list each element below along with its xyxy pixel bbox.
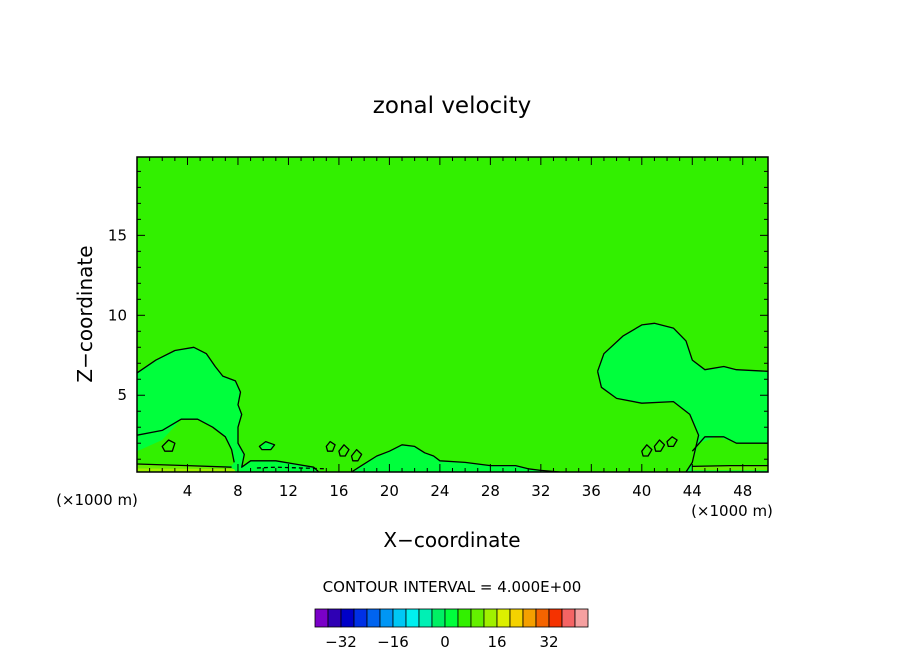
contour-line-3 [351,444,560,472]
contour-line-12 [653,439,666,452]
contour-line-8 [325,440,336,452]
x-tick-label: 40 [632,482,651,500]
x-axis: 4 8 12 16 20 24 28 32 36 40 44 48 [149,157,756,500]
y-tick-label: 15 [108,226,127,244]
x-tick-label: 8 [233,482,243,500]
colorbar-tick-label: 32 [539,633,558,651]
plot-background [137,157,768,472]
contour-line-9 [338,444,350,457]
colorbar-tick-label: −32 [325,633,357,651]
contour-line-4 [137,418,235,463]
y-axis: 5 10 15 [108,170,768,460]
contour-line-6 [258,440,276,451]
x-axis-label: X−coordinate [383,528,520,552]
colorbar-tick-label: −16 [377,633,409,651]
contour-line-13 [666,436,678,448]
contour-region-3 [351,444,560,472]
filled-contour-regions [137,323,768,472]
colorbar-swatch [496,608,511,628]
contour-line-10 [350,448,363,462]
colorbar-tick-label: 0 [440,633,450,651]
colorbar-swatch [379,608,394,628]
contour-line-5 [691,436,768,452]
plot-area [136,156,769,473]
colorbar-swatch [366,608,381,628]
contour-line-2 [596,371,700,472]
colorbar-swatch [314,608,329,628]
colorbar-swatch [574,608,589,628]
x-tick-label: 48 [733,482,752,500]
colorbar-swatch [457,608,472,628]
colorbar-swatch [431,608,446,628]
colorbar-swatch [405,608,420,628]
x-tick-label: 28 [481,482,500,500]
x-axis-unit-right: (×1000 m) [691,502,773,520]
y-tick-label: 5 [117,386,127,404]
contour-region-5 [137,419,235,468]
contour-line-7 [161,439,176,452]
contour-region-1 [597,323,768,472]
contour-region-6 [692,436,768,468]
contour-region-9 [137,468,236,472]
colorbar-swatch [444,608,459,628]
y-axis-label: Z−coordinate [73,245,97,382]
colorbar-swatch [392,608,407,628]
x-tick-label: 12 [279,482,298,500]
chart-title: zonal velocity [373,93,531,119]
contour-interval-note: CONTOUR INTERVAL = 4.000E+00 [323,578,582,596]
contour-line-11 [641,444,653,457]
x-axis-unit-left: (×1000 m) [56,491,138,509]
colorbar-swatch [561,608,576,628]
contour-lines [137,322,768,472]
colorbar-swatch [470,608,485,628]
colorbar-swatch [548,608,563,628]
x-tick-label: 4 [183,482,193,500]
x-tick-label: 36 [582,482,601,500]
contour-line-0 [137,346,320,472]
x-tick-label: 32 [531,482,550,500]
colorbar-tick-label: 16 [487,633,506,651]
x-tick-label: 16 [329,482,348,500]
colorbar-swatch [535,608,550,628]
x-tick-label: 44 [683,482,702,500]
colorbar-swatch [418,608,433,628]
colorbar: −32 −16 0 16 32 [314,608,589,651]
x-tick-label: 24 [430,482,449,500]
x-tick-label: 20 [380,482,399,500]
colorbar-swatch [340,608,355,628]
colorbar-swatch [522,608,537,628]
contour-region-2 [238,460,319,472]
colorbar-swatch [327,608,342,628]
y-tick-label: 10 [108,306,127,324]
colorbar-swatch [483,608,498,628]
contour-line-1 [596,322,768,372]
contour-line-16 [692,464,768,468]
colorbar-swatch [509,608,524,628]
colorbar-swatch [353,608,368,628]
